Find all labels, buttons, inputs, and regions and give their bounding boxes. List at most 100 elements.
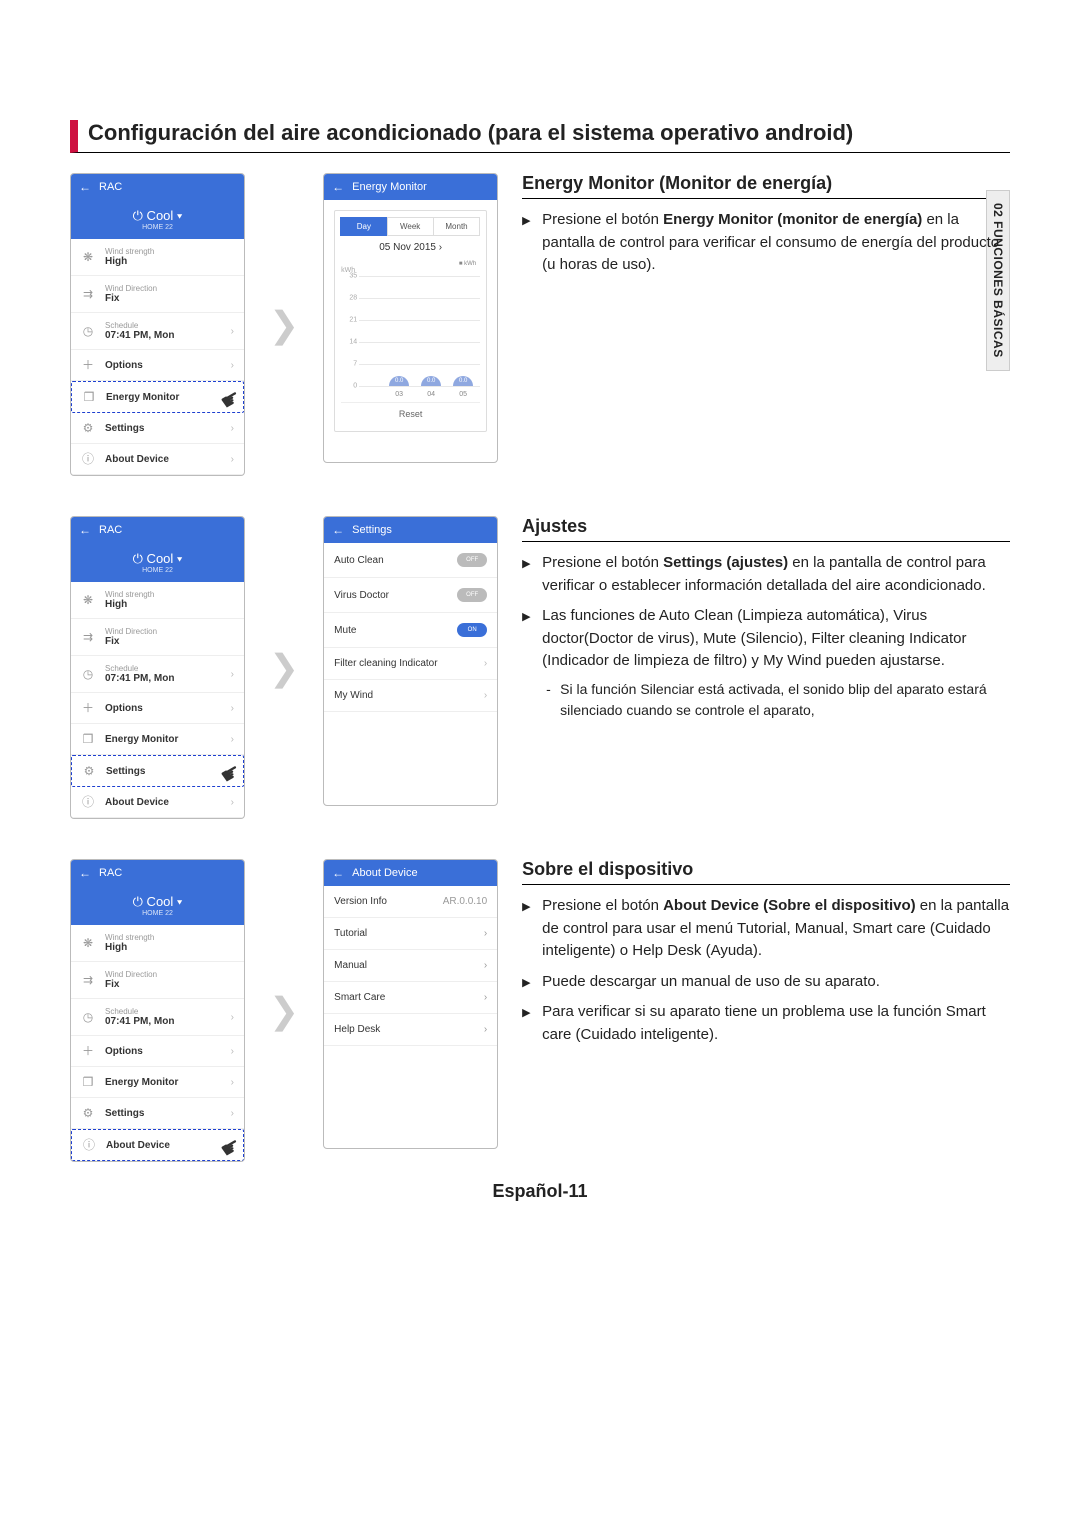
menu-icon: ❋	[81, 250, 95, 264]
rac-menu-item[interactable]: ❋Wind strengthHigh	[71, 925, 244, 962]
settings-label: Filter cleaning Indicator	[334, 658, 437, 669]
menu-label: Wind strength	[105, 247, 224, 256]
rac-menu-item[interactable]: ＋Options›	[71, 1036, 244, 1067]
about-label: Version Info	[334, 896, 387, 907]
reset-button[interactable]: Reset	[341, 402, 480, 425]
rac-menu-item[interactable]: ⓘAbout Device›	[71, 787, 244, 818]
settings-label: Virus Doctor	[334, 590, 389, 601]
gridline	[359, 298, 480, 299]
about-label: Manual	[334, 960, 367, 971]
back-icon[interactable]	[332, 180, 344, 194]
energy-monitor-phone: Energy Monitor DayWeekMonth 05 Nov 2015 …	[323, 173, 498, 463]
about-row[interactable]: Manual ›	[324, 950, 497, 982]
back-icon[interactable]	[332, 866, 344, 880]
y-tick: 14	[341, 339, 357, 346]
page-footer: Español-11	[0, 1181, 1080, 1202]
about-row[interactable]: Tutorial›	[324, 918, 497, 950]
settings-row[interactable]: MuteON	[324, 613, 497, 648]
settings-row[interactable]: My Wind›	[324, 680, 497, 712]
chevron-right-icon: ›	[231, 797, 234, 808]
section-heading: Energy Monitor (Monitor de energía)	[522, 173, 1010, 199]
rac-menu-item[interactable]: ⇉Wind DirectionFix	[71, 619, 244, 656]
rac-menu-item[interactable]: ◷Schedule07:41 PM, Mon›	[71, 313, 244, 350]
rac-menu-item[interactable]: ◷Schedule07:41 PM, Mon›	[71, 999, 244, 1036]
screen-title: Energy Monitor	[352, 181, 427, 193]
rac-menu-item[interactable]: ⚙Settings›	[71, 413, 244, 444]
rac-menu-item[interactable]: ＋Options›	[71, 350, 244, 381]
section-heading: Sobre el dispositivo	[522, 859, 1010, 885]
about-row[interactable]: Help Desk›	[324, 1014, 497, 1046]
settings-rows: Auto CleanOFFVirus DoctorOFFMuteONFilter…	[324, 543, 497, 712]
menu-icon: ⓘ	[81, 452, 95, 466]
rac-mode[interactable]: ⏻ Cool ▾HOME 22	[71, 886, 244, 925]
settings-row[interactable]: Virus Doctor OFF	[324, 578, 497, 613]
menu-value: Options	[105, 1046, 221, 1057]
rac-menu-item[interactable]: ❋Wind strengthHigh	[71, 582, 244, 619]
menu-value: Settings	[105, 1108, 221, 1119]
chart-tab[interactable]: Week	[387, 217, 434, 236]
rac-menu-item[interactable]: ＋Options›	[71, 693, 244, 724]
about-value: ›	[484, 960, 487, 971]
settings-row[interactable]: Filter cleaning Indicator›	[324, 648, 497, 680]
about-value: ›	[484, 992, 487, 1003]
page-title-bar: Configuración del aire acondicionado (pa…	[70, 120, 1010, 153]
toggle[interactable]: ON	[457, 623, 487, 637]
about-value: ›	[484, 928, 487, 939]
rac-menu-item[interactable]: ⚙Settings›	[71, 1098, 244, 1129]
rac-menu-item[interactable]: ⇉Wind DirectionFix	[71, 276, 244, 313]
back-icon[interactable]	[79, 523, 91, 537]
rac-mode[interactable]: ⏻ Cool ▾HOME 22	[71, 543, 244, 582]
menu-label: Wind Direction	[105, 284, 224, 293]
menu-value: Settings	[105, 423, 221, 434]
rac-title: RAC	[99, 524, 122, 536]
menu-label: Schedule	[105, 321, 221, 330]
chart-tab[interactable]: Month	[433, 217, 480, 236]
rac-menu-item[interactable]: ◷Schedule07:41 PM, Mon›	[71, 656, 244, 693]
back-icon[interactable]	[79, 866, 91, 880]
back-icon[interactable]	[332, 523, 344, 537]
about-phone: About Device Version Info AR.0.0.10 Tutori…	[323, 859, 498, 1149]
section-heading: Ajustes	[522, 516, 1010, 542]
rac-header[interactable]: RAC	[71, 517, 244, 543]
screen-header[interactable]: Energy Monitor	[324, 174, 497, 200]
y-axis-label: kWh	[341, 267, 480, 274]
menu-icon: ⓘ	[81, 795, 95, 809]
chart-tabs[interactable]: DayWeekMonth	[341, 217, 480, 236]
toggle[interactable]: OFF	[457, 588, 487, 602]
gridline	[359, 276, 480, 277]
rac-menu-item[interactable]: ⓘAbout Device›	[71, 444, 244, 475]
menu-icon: ⇉	[81, 630, 95, 644]
about-value: AR.0.0.10	[443, 896, 487, 907]
rac-mode[interactable]: ⏻ Cool ▾HOME 22	[71, 200, 244, 239]
menu-value: Energy Monitor	[105, 734, 221, 745]
rac-menu-item[interactable]: ❋ Wind strengthHigh	[71, 239, 244, 276]
rac-menu-item[interactable]: ❒Energy Monitor›	[71, 724, 244, 755]
bullet-list-3: Presione el botón About Device (Sobre el…	[522, 895, 1010, 1046]
rac-header[interactable]: RAC	[71, 174, 244, 200]
about-row[interactable]: Version Info AR.0.0.10	[324, 886, 497, 918]
menu-value: About Device	[105, 454, 221, 465]
settings-label: Auto Clean	[334, 555, 383, 566]
bullet-item: Presione el botón About Device (Sobre el…	[522, 895, 1010, 963]
rac-title: RAC	[99, 181, 122, 193]
chart-date[interactable]: 05 Nov 2015 ›	[341, 242, 480, 253]
bullet-item: Puede descargar un manual de uso de su a…	[522, 971, 1010, 994]
menu-value: High	[105, 256, 224, 267]
bullet-item: Presione el botón Energy Monitor (monito…	[522, 209, 1010, 277]
back-icon[interactable]	[79, 180, 91, 194]
settings-row[interactable]: Auto Clean OFF	[324, 543, 497, 578]
screen-header[interactable]: Settings	[324, 517, 497, 543]
chevron-right-icon: ›	[231, 1012, 234, 1023]
rac-menu-item[interactable]: ⇉Wind DirectionFix	[71, 962, 244, 999]
about-row[interactable]: Smart Care›	[324, 982, 497, 1014]
screen-header[interactable]: About Device	[324, 860, 497, 886]
menu-value: Energy Monitor	[105, 1077, 221, 1088]
about-text: Sobre el dispositivo Presione el botón A…	[522, 859, 1010, 1054]
x-tick: 04	[421, 391, 441, 398]
menu-icon: ◷	[81, 324, 95, 338]
y-tick: 35	[341, 273, 357, 280]
toggle[interactable]: OFF	[457, 553, 487, 567]
rac-header[interactable]: RAC	[71, 860, 244, 886]
chart-tab[interactable]: Day	[340, 217, 387, 236]
rac-menu-item[interactable]: ❒Energy Monitor›	[71, 1067, 244, 1098]
